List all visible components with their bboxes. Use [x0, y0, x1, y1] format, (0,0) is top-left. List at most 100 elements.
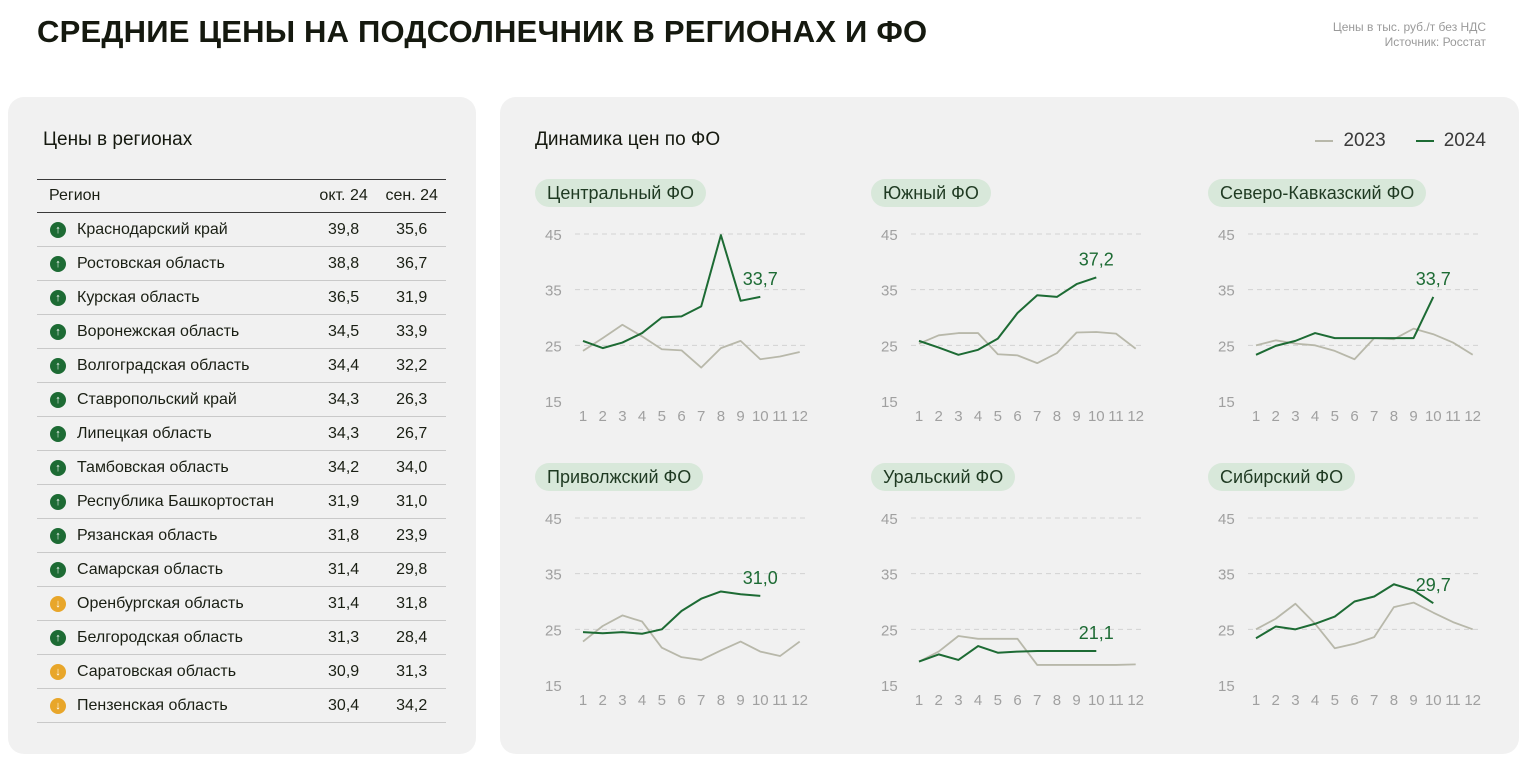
x-tick-label: 8	[1053, 692, 1061, 709]
price-oct: 38,8	[309, 246, 378, 281]
region-name: Волгоградская область	[77, 356, 250, 374]
x-tick-label: 8	[717, 692, 725, 709]
x-tick-label: 11	[1445, 408, 1461, 425]
x-tick-label: 5	[1331, 408, 1339, 425]
y-tick-label: 35	[545, 283, 562, 300]
price-oct: 30,9	[309, 654, 378, 689]
arrow-down-icon: ↓	[50, 663, 66, 680]
x-tick-label: 2	[935, 408, 943, 425]
price-oct: 31,8	[309, 518, 378, 553]
x-tick-label: 4	[638, 408, 646, 425]
price-oct: 31,4	[309, 586, 378, 621]
arrow-up-icon: ↑	[50, 323, 66, 340]
source-note: Источник: Росстат	[1384, 35, 1486, 49]
table-row: ↑ Краснодарский край 39,8 35,6	[37, 212, 446, 247]
y-tick-label: 35	[1218, 567, 1235, 584]
region-name: Липецкая область	[77, 424, 212, 442]
x-tick-label: 11	[772, 408, 788, 425]
regions-panel-title: Цены в регионах	[43, 129, 193, 150]
x-tick-label: 1	[579, 408, 587, 425]
table-row: ↑ Липецкая область 34,3 26,7	[37, 416, 446, 451]
x-tick-label: 8	[717, 408, 725, 425]
region-name: Самарская область	[77, 560, 224, 578]
x-tick-label: 9	[1072, 408, 1080, 425]
series-line-2023	[582, 614, 801, 661]
x-tick-label: 11	[1108, 408, 1124, 425]
series-line-2024	[918, 276, 1097, 356]
chart-title-badge: Уральский ФО	[871, 463, 1016, 491]
dynamics-panel-title: Динамика цен по ФО	[535, 129, 721, 150]
table-header-row: Регион окт. 24 сен. 24	[37, 179, 446, 213]
x-tick-label: 11	[1445, 692, 1461, 709]
chart-4: Приволжский ФО 45 35 25 15 1 2 3 4 5 6 7 8 9 10 11 12 31,…	[535, 463, 815, 713]
y-tick-label: 45	[545, 511, 562, 528]
region-name: Курская область	[77, 288, 200, 306]
y-tick-label: 25	[545, 338, 562, 355]
x-tick-label: 5	[658, 408, 666, 425]
table-row: ↑ Самарская область 31,4 29,8	[37, 552, 446, 587]
y-tick-label: 25	[881, 338, 898, 355]
table-row: ↑ Ростовская область 38,8 36,7	[37, 246, 446, 281]
region-name: Тамбовская область	[77, 458, 229, 476]
x-tick-label: 5	[994, 408, 1002, 425]
region-name: Белгородская область	[77, 628, 243, 646]
region-name: Краснодарский край	[77, 220, 228, 238]
dynamics-panel: Динамика цен по ФО 2023 2024 Центральный…	[500, 97, 1519, 754]
series-line-2024	[1255, 583, 1434, 640]
x-tick-label: 3	[954, 692, 962, 709]
price-oct: 36,5	[309, 280, 378, 315]
series-line-2024	[582, 590, 761, 635]
x-tick-label: 7	[1370, 408, 1378, 425]
x-tick-label: 7	[1033, 692, 1041, 709]
region-name: Саратовская область	[77, 662, 237, 680]
x-tick-label: 12	[1464, 692, 1481, 709]
legend-label-2024: 2024	[1443, 130, 1486, 151]
y-tick-label: 45	[545, 227, 562, 244]
last-value-label: 37,2	[1079, 249, 1114, 269]
x-tick-label: 11	[772, 692, 788, 709]
price-sep: 31,3	[377, 654, 446, 689]
y-tick-label: 15	[1218, 678, 1235, 695]
x-tick-label: 5	[994, 692, 1002, 709]
x-tick-label: 10	[1088, 408, 1105, 425]
x-tick-label: 6	[1350, 692, 1358, 709]
table-row: ↑ Воронежская область 34,5 33,9	[37, 314, 446, 349]
x-tick-label: 4	[974, 408, 982, 425]
y-tick-label: 35	[881, 567, 898, 584]
y-tick-label: 25	[881, 622, 898, 639]
chart-title-badge: Северо-Кавказский ФО	[1208, 179, 1427, 207]
chart-title-badge: Центральный ФО	[535, 179, 707, 207]
region-name: Ставропольский край	[77, 390, 237, 408]
x-tick-label: 1	[579, 692, 587, 709]
x-tick-label: 8	[1390, 408, 1398, 425]
y-tick-label: 15	[1218, 394, 1235, 411]
x-tick-label: 9	[1409, 692, 1417, 709]
legend-swatch-2024	[1415, 140, 1434, 142]
x-tick-label: 7	[697, 408, 705, 425]
table-row: ↓ Оренбургская область 31,4 31,8	[37, 586, 446, 621]
series-line-2023	[582, 323, 800, 369]
price-oct: 34,2	[309, 450, 378, 485]
chart-title-badge: Приволжский ФО	[535, 463, 704, 491]
y-tick-label: 25	[1218, 622, 1235, 639]
last-value-label: 33,7	[1416, 269, 1451, 289]
column-header-region: Регион	[37, 179, 310, 213]
arrow-down-icon: ↓	[50, 697, 66, 714]
x-tick-label: 6	[677, 408, 685, 425]
series-line-2023	[1255, 327, 1474, 361]
price-oct: 34,3	[309, 416, 378, 451]
y-tick-label: 15	[881, 678, 898, 695]
price-sep: 35,6	[377, 212, 446, 247]
x-tick-label: 12	[1127, 692, 1144, 709]
x-tick-label: 2	[599, 692, 607, 709]
price-sep: 23,9	[377, 518, 446, 553]
y-tick-label: 45	[1218, 227, 1235, 244]
table-row: ↑ Курская область 36,5 31,9	[37, 280, 446, 315]
arrow-up-icon: ↑	[50, 527, 66, 544]
x-tick-label: 3	[618, 408, 626, 425]
chart-1: Центральный ФО 45 35 25 15 1 2 3 4 5 6 7 8 9 10 11 12 33,…	[535, 179, 815, 429]
chart-6: Сибирский ФО 45 35 25 15 1 2 3 4 5 6 7 8 9 10 11 12 29,7	[1208, 463, 1488, 713]
